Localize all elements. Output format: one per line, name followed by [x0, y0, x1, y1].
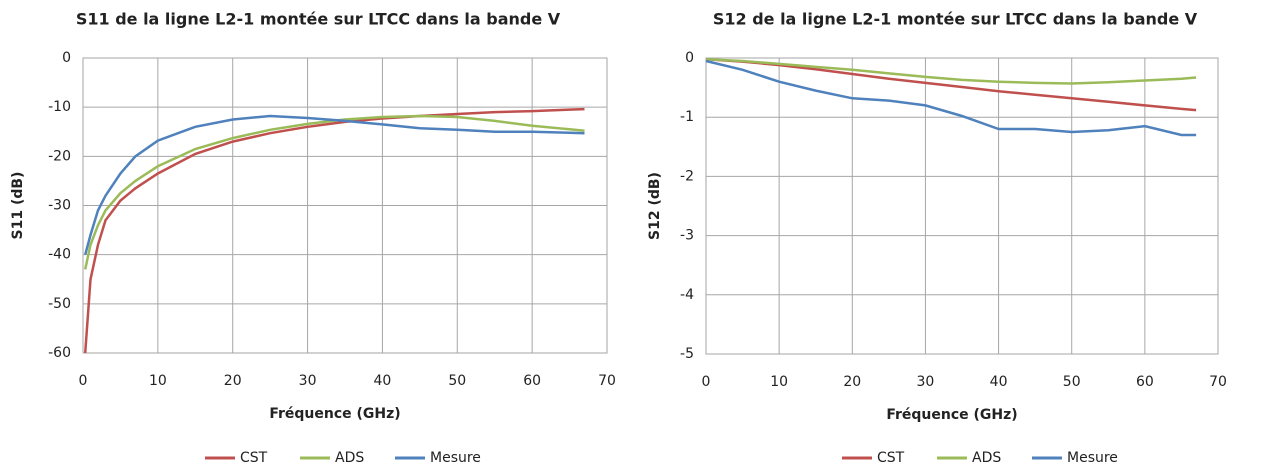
x-tick-label: 0 [79, 373, 88, 389]
x-tick-label: 30 [299, 373, 317, 389]
legend-label: CST [240, 450, 268, 466]
y-tick-label: 0 [62, 50, 71, 66]
legend-label: CST [877, 450, 905, 466]
x-tick-label: 60 [1136, 374, 1154, 390]
x-tick-label: 60 [523, 373, 541, 389]
x-tick-label: 40 [374, 373, 392, 389]
y-tick-label: -4 [680, 287, 694, 303]
y-axis-label: S11 (dB) [10, 172, 26, 240]
legend-label: Mesure [1067, 450, 1118, 466]
series-line [705, 57, 1197, 85]
x-tick-label: 70 [1209, 374, 1227, 390]
series-line [705, 57, 1197, 112]
chart: S12 de la ligne L2-1 montée sur LTCC dan… [647, 10, 1227, 467]
x-tick-label: 50 [1063, 374, 1081, 390]
y-tick-label: -40 [48, 247, 71, 263]
legend-label: ADS [335, 450, 364, 466]
x-tick-label: 10 [770, 374, 788, 390]
series-line [83, 114, 585, 256]
x-axis-label: Fréquence (GHz) [886, 407, 1017, 423]
series-line [705, 59, 1197, 137]
plot-frame [82, 57, 608, 354]
plot-frame [705, 57, 1219, 355]
series-line [83, 107, 585, 354]
chart-title: S11 de la ligne L2-1 montée sur LTCC dan… [76, 10, 561, 29]
x-tick-label: 10 [149, 373, 167, 389]
legend-label: Mesure [430, 450, 481, 466]
chart: S11 de la ligne L2-1 montée sur LTCC dan… [10, 10, 616, 467]
y-tick-label: -60 [48, 345, 71, 361]
x-tick-label: 70 [598, 373, 616, 389]
y-tick-label: -30 [48, 198, 71, 214]
y-tick-label: -2 [680, 168, 694, 184]
x-tick-label: 30 [917, 374, 935, 390]
y-tick-label: -20 [48, 148, 71, 164]
y-tick-label: 0 [685, 50, 694, 66]
x-tick-label: 20 [843, 374, 861, 390]
x-tick-label: 20 [224, 373, 242, 389]
x-axis-label: Fréquence (GHz) [269, 406, 400, 422]
y-axis-label: S12 (dB) [647, 172, 663, 240]
x-tick-label: 50 [448, 373, 466, 389]
y-tick-label: -1 [680, 109, 694, 125]
y-tick-label: -5 [680, 346, 694, 362]
x-tick-label: 0 [702, 374, 711, 390]
chart-title: S12 de la ligne L2-1 montée sur LTCC dan… [713, 10, 1198, 29]
series-line [83, 114, 585, 270]
y-tick-label: -3 [680, 228, 694, 244]
x-tick-label: 40 [990, 374, 1008, 390]
y-tick-label: -50 [48, 296, 71, 312]
y-tick-label: -10 [48, 99, 71, 115]
legend-label: ADS [972, 450, 1001, 466]
